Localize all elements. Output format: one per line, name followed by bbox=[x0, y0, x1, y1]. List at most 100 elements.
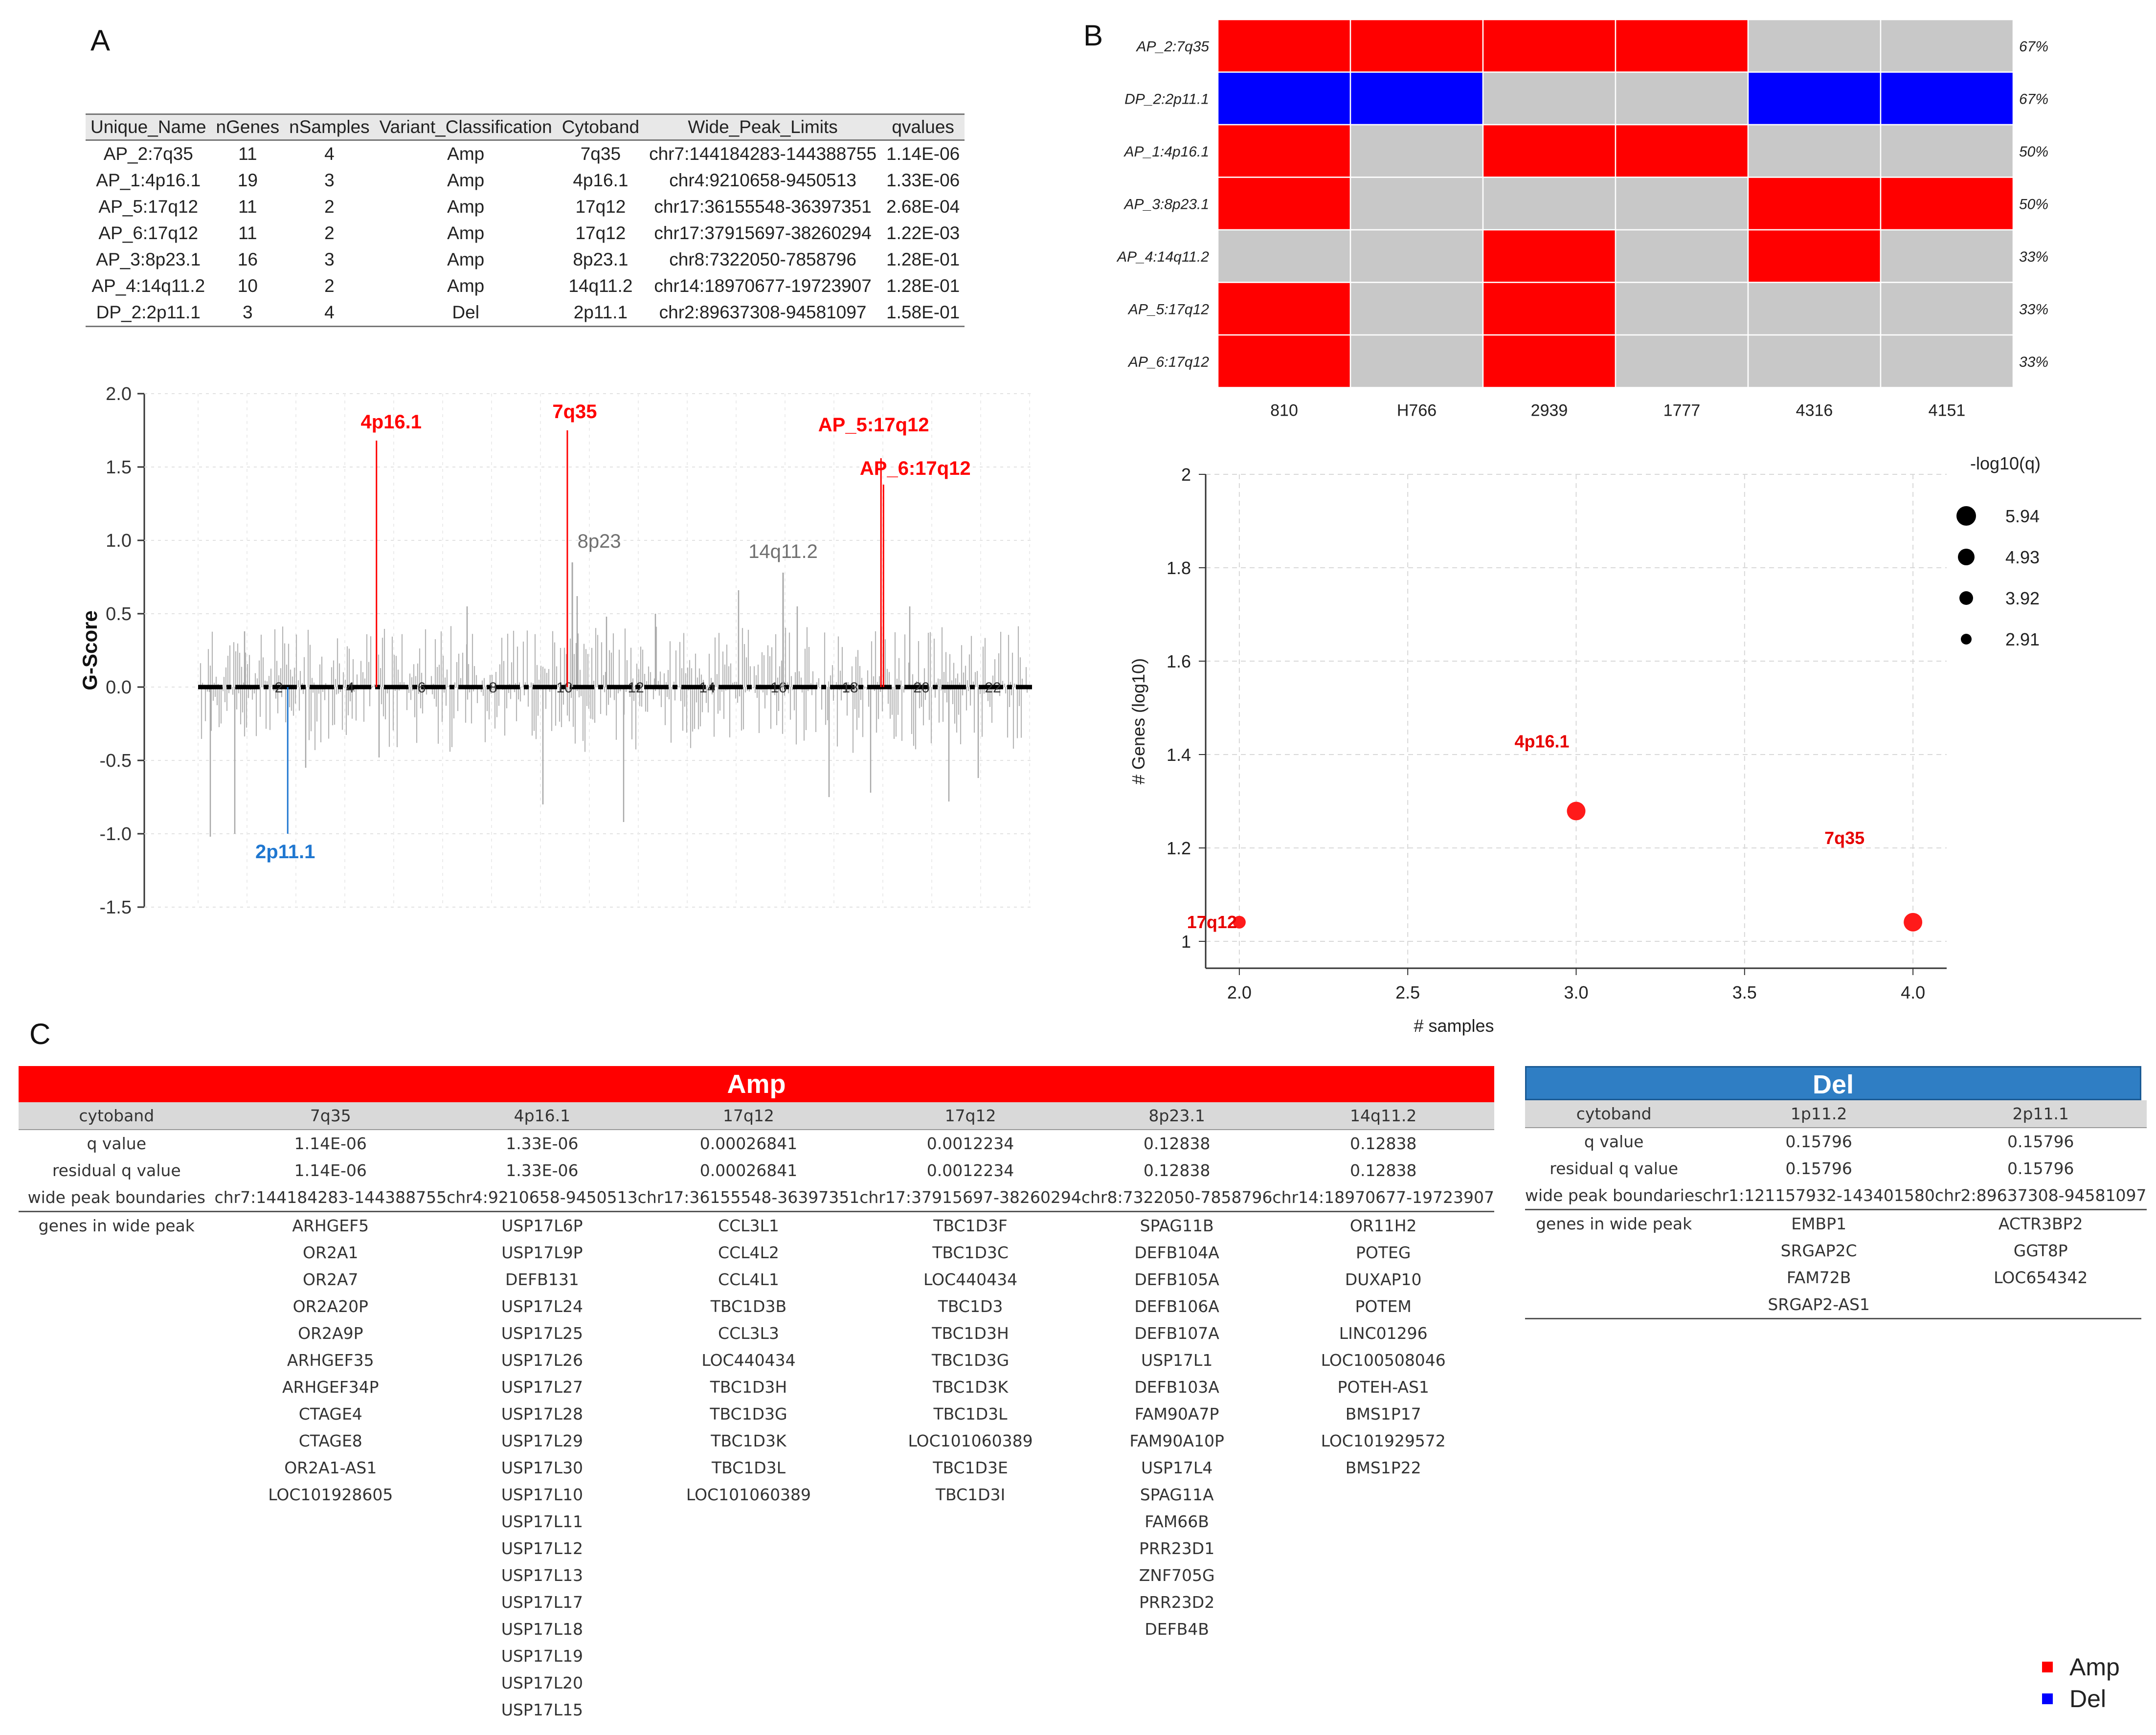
table-cell bbox=[1272, 1562, 1494, 1589]
oncoplot-cell bbox=[1482, 282, 1617, 336]
oncoplot-row-label: AP_2:7q35 bbox=[1136, 39, 1210, 55]
legend-del: Del bbox=[2042, 1685, 2106, 1713]
gene-name: DEFB106A bbox=[1134, 1297, 1219, 1316]
del-swatch bbox=[2042, 1693, 2053, 1704]
row-label bbox=[1525, 1264, 1703, 1291]
table-row: wide peak boundaries chr1:121157932-14340… bbox=[1525, 1182, 2147, 1210]
table-cell: AP_1:4p16.1 bbox=[96, 170, 201, 190]
gene-name: LOC654342 bbox=[1994, 1268, 2088, 1287]
table-cell: chr17:36155548-36397351 bbox=[654, 197, 872, 217]
chromosome-label: 14 bbox=[699, 680, 715, 696]
oncoplot-cell bbox=[1615, 71, 1749, 126]
gene-row: LOC101928605 USP17L10 LOC101060389 TBC1D3I S… bbox=[19, 1481, 1494, 1508]
row-label bbox=[19, 1562, 215, 1589]
legend-dot bbox=[1959, 591, 1973, 605]
table-cell: 0.00026841 bbox=[699, 1161, 798, 1180]
table-header-cell: Cytoband bbox=[557, 113, 645, 141]
table-cell: 1.14E-06 bbox=[294, 1134, 367, 1153]
table-cell: 11 bbox=[238, 144, 257, 164]
gene-name: LOC101060389 bbox=[686, 1485, 811, 1504]
gene-name: SPAG11B bbox=[1140, 1216, 1214, 1235]
table-cell bbox=[215, 1589, 447, 1616]
gene-name: FAM90A7P bbox=[1134, 1404, 1219, 1424]
oncoplot-column-label: 810 bbox=[1270, 401, 1298, 420]
gene-name: OR2A1 bbox=[303, 1243, 359, 1262]
chromosome-label: 16 bbox=[770, 680, 786, 696]
oncoplot-column-label: 2939 bbox=[1531, 401, 1568, 420]
table-cell bbox=[215, 1562, 447, 1589]
oncoplot-percentage: 50% bbox=[2019, 196, 2048, 212]
table-row: q value 0.15796 0.15796 bbox=[1525, 1128, 2147, 1155]
gene-name: DUXAP10 bbox=[1345, 1270, 1422, 1289]
table-cell: chr17:37915697-38260294 bbox=[654, 223, 872, 243]
row-label bbox=[19, 1374, 215, 1401]
row-label: cytoband bbox=[1525, 1100, 1703, 1128]
row-label bbox=[19, 1239, 215, 1266]
legend-del-label: Del bbox=[2069, 1685, 2107, 1713]
gene-name: USP17L12 bbox=[501, 1539, 584, 1558]
table-cell bbox=[638, 1643, 860, 1669]
oncoplot-column-label: 4151 bbox=[1929, 401, 1966, 420]
gene-name: ARHGEF35 bbox=[287, 1351, 374, 1370]
chromosome-label: 12 bbox=[628, 680, 644, 696]
row-label bbox=[19, 1347, 215, 1374]
table-cell: 17q12 bbox=[637, 1102, 860, 1130]
gene-name: USP17L13 bbox=[501, 1566, 584, 1585]
table-cell: 0.00026841 bbox=[699, 1134, 798, 1153]
y-tick-label: -1.5 bbox=[100, 897, 132, 918]
chromosome-label: 6 bbox=[418, 680, 426, 696]
table-cell: 1.33E-06 bbox=[886, 170, 960, 190]
row-label: genes in wide peak bbox=[1536, 1214, 1692, 1233]
gene-row: USP17L18 DEFB4B bbox=[19, 1616, 1494, 1643]
gene-name: USP17L29 bbox=[501, 1431, 584, 1450]
table-cell: 0.15796 bbox=[1785, 1132, 1852, 1151]
gene-name: SRGAP2C bbox=[1780, 1241, 1857, 1260]
table-cell: 14q11.2 bbox=[568, 276, 633, 296]
table-cell: chr7:144184283-144388755 bbox=[214, 1184, 447, 1212]
bubble-plot: 2.0 2.5 3.0 3.5 4.0 2 1.8 1.6 1.4 1.2 1 # samples # … bbox=[1128, 453, 2041, 1036]
gene-row: USP17L13 ZNF705G bbox=[19, 1562, 1494, 1589]
gene-name: GGT8P bbox=[2013, 1241, 2068, 1260]
table-cell bbox=[638, 1508, 860, 1535]
table-cell: 16 bbox=[237, 249, 258, 269]
scatter-point bbox=[1904, 912, 1923, 932]
table-cell bbox=[215, 1669, 447, 1696]
table-cell bbox=[1081, 1643, 1273, 1669]
oncoplot-cell bbox=[1747, 229, 1882, 283]
gene-name: TBC1D3L bbox=[933, 1404, 1008, 1424]
table-cell: Amp bbox=[447, 144, 485, 164]
table-cell: Amp bbox=[447, 276, 485, 296]
y-tick-label: 1.5 bbox=[106, 457, 132, 478]
oncoplot: AP_2:7q35 67% DP_2:2p11.1 67% AP_1:4p16.1 50%… bbox=[1116, 19, 2048, 420]
table-cell: 7q35 bbox=[580, 144, 621, 164]
table-cell: 0.12838 bbox=[1349, 1161, 1417, 1180]
oncoplot-cell bbox=[1217, 282, 1351, 336]
peak-label: 8p23 bbox=[578, 531, 621, 552]
gene-name: PRR23D1 bbox=[1139, 1539, 1215, 1558]
table-cell: 1.22E-03 bbox=[886, 223, 960, 243]
gene-name: USP17L4 bbox=[1141, 1458, 1213, 1477]
gene-name: USP17L27 bbox=[501, 1378, 584, 1397]
gene-name: POTEM bbox=[1355, 1297, 1412, 1316]
row-label bbox=[19, 1481, 215, 1508]
gene-row: ARHGEF35 USP17L26 LOC440434 TBC1D3G USP17L1 L… bbox=[19, 1347, 1494, 1374]
table-cell: 0.12838 bbox=[1143, 1134, 1211, 1153]
gene-name: LOC440434 bbox=[701, 1351, 796, 1370]
point-label: 7q35 bbox=[1824, 828, 1864, 848]
oncoplot-cell bbox=[1349, 334, 1484, 388]
table-cell: chr14:18970677-19723907 bbox=[1272, 1184, 1494, 1212]
table-cell: Amp bbox=[447, 249, 485, 269]
table-cell: DP_2:2p11.1 bbox=[86, 299, 211, 327]
table-cell bbox=[638, 1669, 860, 1696]
table-cell: chr8:7322050-7858796 bbox=[669, 249, 856, 269]
row-label bbox=[19, 1508, 215, 1535]
y-axis-label: # Genes (log10) bbox=[1128, 658, 1148, 784]
table-cell bbox=[1081, 1669, 1273, 1696]
table-cell bbox=[638, 1616, 860, 1643]
row-label bbox=[19, 1401, 215, 1427]
row-label: wide peak boundaries bbox=[1525, 1182, 1703, 1210]
oncoplot-cell bbox=[1482, 334, 1617, 388]
gene-name: USP17L25 bbox=[501, 1324, 584, 1343]
gene-name: POTEG bbox=[1355, 1243, 1411, 1262]
table-header-cell: nGenes bbox=[211, 113, 285, 141]
